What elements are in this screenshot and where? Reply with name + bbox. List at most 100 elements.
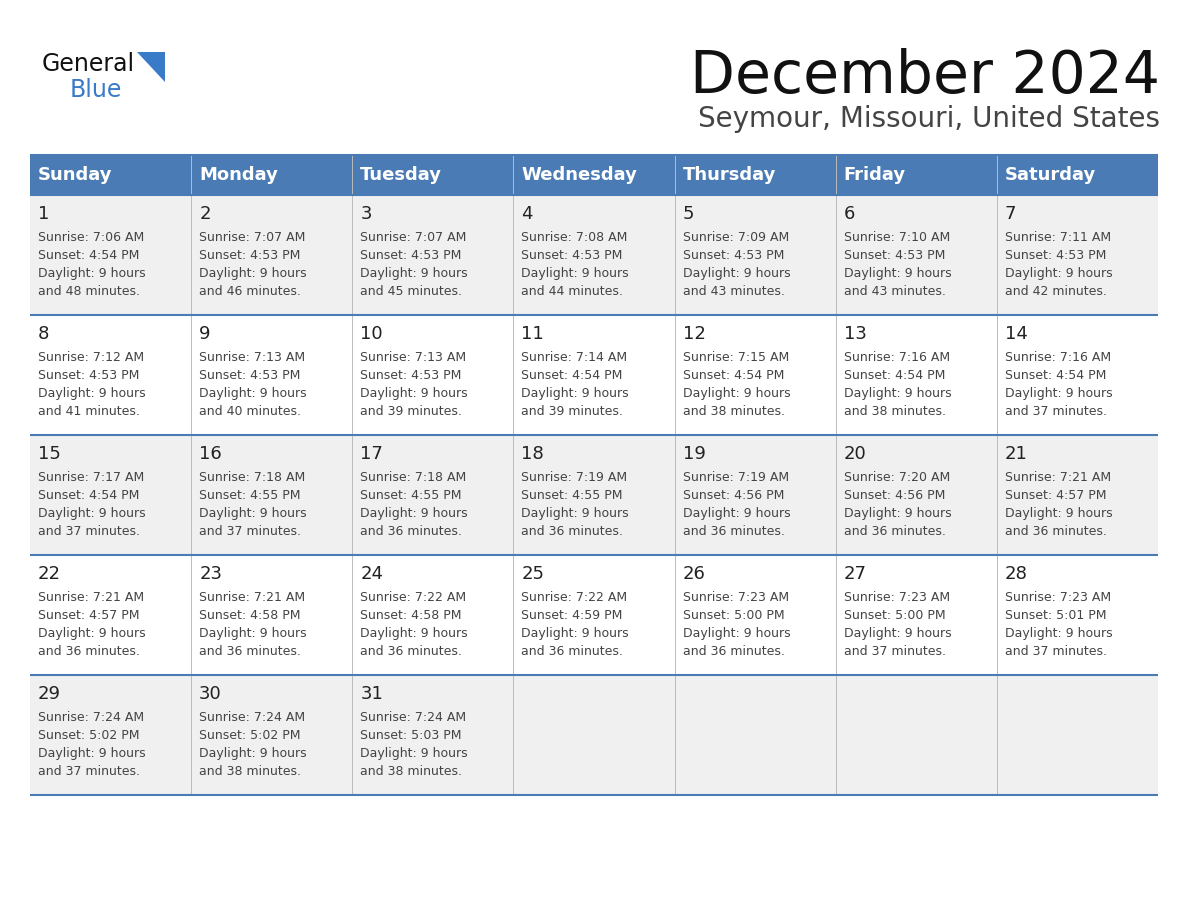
Text: 10: 10 (360, 325, 383, 343)
Text: and 36 minutes.: and 36 minutes. (38, 645, 140, 658)
Text: and 36 minutes.: and 36 minutes. (522, 525, 624, 538)
Text: Seymour, Missouri, United States: Seymour, Missouri, United States (699, 105, 1159, 133)
Text: Wednesday: Wednesday (522, 166, 637, 184)
Text: Sunrise: 7:21 AM: Sunrise: 7:21 AM (38, 591, 144, 604)
Text: Sunrise: 7:13 AM: Sunrise: 7:13 AM (360, 351, 467, 364)
Text: Thursday: Thursday (683, 166, 776, 184)
Text: Sunrise: 7:19 AM: Sunrise: 7:19 AM (522, 471, 627, 484)
Text: and 37 minutes.: and 37 minutes. (1005, 645, 1107, 658)
Text: Sunrise: 7:24 AM: Sunrise: 7:24 AM (360, 711, 467, 724)
Text: Sunset: 4:53 PM: Sunset: 4:53 PM (683, 249, 784, 262)
Text: and 36 minutes.: and 36 minutes. (843, 525, 946, 538)
Text: Sunday: Sunday (38, 166, 113, 184)
Text: Sunset: 4:54 PM: Sunset: 4:54 PM (843, 369, 946, 382)
Text: Saturday: Saturday (1005, 166, 1097, 184)
Text: 30: 30 (200, 685, 222, 703)
Text: Sunrise: 7:11 AM: Sunrise: 7:11 AM (1005, 231, 1111, 244)
Text: General: General (42, 52, 135, 76)
Text: 7: 7 (1005, 205, 1017, 223)
Text: Sunrise: 7:22 AM: Sunrise: 7:22 AM (522, 591, 627, 604)
Text: Sunset: 4:53 PM: Sunset: 4:53 PM (1005, 249, 1106, 262)
Text: and 40 minutes.: and 40 minutes. (200, 405, 301, 418)
Text: Daylight: 9 hours: Daylight: 9 hours (683, 387, 790, 400)
Text: Sunset: 5:02 PM: Sunset: 5:02 PM (200, 729, 301, 742)
Text: 16: 16 (200, 445, 222, 463)
Text: 26: 26 (683, 565, 706, 583)
Text: Sunrise: 7:23 AM: Sunrise: 7:23 AM (1005, 591, 1111, 604)
Text: Daylight: 9 hours: Daylight: 9 hours (1005, 627, 1112, 640)
Text: 2: 2 (200, 205, 210, 223)
Text: Daylight: 9 hours: Daylight: 9 hours (683, 627, 790, 640)
Text: and 36 minutes.: and 36 minutes. (522, 645, 624, 658)
Bar (30, 435, 1158, 555)
Text: and 39 minutes.: and 39 minutes. (522, 405, 624, 418)
Text: 23: 23 (200, 565, 222, 583)
Text: and 43 minutes.: and 43 minutes. (683, 285, 784, 298)
Text: Friday: Friday (843, 166, 905, 184)
Text: Sunrise: 7:06 AM: Sunrise: 7:06 AM (38, 231, 144, 244)
Text: and 48 minutes.: and 48 minutes. (38, 285, 140, 298)
Text: Sunrise: 7:12 AM: Sunrise: 7:12 AM (38, 351, 144, 364)
Text: Sunset: 4:54 PM: Sunset: 4:54 PM (522, 369, 623, 382)
Text: Sunset: 4:54 PM: Sunset: 4:54 PM (38, 489, 139, 502)
Text: and 45 minutes.: and 45 minutes. (360, 285, 462, 298)
Text: 11: 11 (522, 325, 544, 343)
Text: Sunset: 4:53 PM: Sunset: 4:53 PM (200, 249, 301, 262)
Text: Sunset: 4:53 PM: Sunset: 4:53 PM (360, 249, 462, 262)
Text: Sunrise: 7:24 AM: Sunrise: 7:24 AM (38, 711, 144, 724)
Text: 8: 8 (38, 325, 50, 343)
Text: Sunrise: 7:08 AM: Sunrise: 7:08 AM (522, 231, 627, 244)
Text: Sunrise: 7:20 AM: Sunrise: 7:20 AM (843, 471, 950, 484)
Text: and 36 minutes.: and 36 minutes. (360, 525, 462, 538)
Text: Sunset: 4:54 PM: Sunset: 4:54 PM (38, 249, 139, 262)
Text: Daylight: 9 hours: Daylight: 9 hours (1005, 387, 1112, 400)
Text: 19: 19 (683, 445, 706, 463)
Text: Sunrise: 7:18 AM: Sunrise: 7:18 AM (200, 471, 305, 484)
Bar (30, 155, 1158, 195)
Text: 31: 31 (360, 685, 384, 703)
Text: Sunrise: 7:24 AM: Sunrise: 7:24 AM (200, 711, 305, 724)
Text: 9: 9 (200, 325, 210, 343)
Text: Sunrise: 7:07 AM: Sunrise: 7:07 AM (200, 231, 305, 244)
Text: 20: 20 (843, 445, 866, 463)
Text: Tuesday: Tuesday (360, 166, 442, 184)
Text: Daylight: 9 hours: Daylight: 9 hours (522, 267, 630, 280)
Text: and 36 minutes.: and 36 minutes. (1005, 525, 1107, 538)
Bar (30, 315, 1158, 435)
Text: 18: 18 (522, 445, 544, 463)
Text: Daylight: 9 hours: Daylight: 9 hours (843, 267, 952, 280)
Text: and 39 minutes.: and 39 minutes. (360, 405, 462, 418)
Text: 14: 14 (1005, 325, 1028, 343)
Text: 1: 1 (38, 205, 50, 223)
Text: and 36 minutes.: and 36 minutes. (683, 645, 784, 658)
Text: Sunset: 4:54 PM: Sunset: 4:54 PM (683, 369, 784, 382)
Text: Daylight: 9 hours: Daylight: 9 hours (360, 627, 468, 640)
Text: Sunrise: 7:19 AM: Sunrise: 7:19 AM (683, 471, 789, 484)
Text: Daylight: 9 hours: Daylight: 9 hours (683, 507, 790, 520)
Text: December 2024: December 2024 (690, 48, 1159, 105)
Text: Daylight: 9 hours: Daylight: 9 hours (38, 747, 146, 760)
Text: Sunset: 4:53 PM: Sunset: 4:53 PM (522, 249, 623, 262)
Text: Sunset: 4:54 PM: Sunset: 4:54 PM (1005, 369, 1106, 382)
Text: Sunrise: 7:13 AM: Sunrise: 7:13 AM (200, 351, 305, 364)
Text: and 38 minutes.: and 38 minutes. (200, 765, 301, 778)
Text: Sunrise: 7:23 AM: Sunrise: 7:23 AM (843, 591, 950, 604)
Text: and 37 minutes.: and 37 minutes. (38, 525, 140, 538)
Text: 17: 17 (360, 445, 384, 463)
Text: Sunrise: 7:23 AM: Sunrise: 7:23 AM (683, 591, 789, 604)
Text: 27: 27 (843, 565, 867, 583)
Bar (30, 675, 1158, 795)
Text: and 38 minutes.: and 38 minutes. (843, 405, 946, 418)
Text: Daylight: 9 hours: Daylight: 9 hours (200, 747, 307, 760)
Text: Sunrise: 7:10 AM: Sunrise: 7:10 AM (843, 231, 950, 244)
Text: and 38 minutes.: and 38 minutes. (360, 765, 462, 778)
Text: Sunset: 4:56 PM: Sunset: 4:56 PM (843, 489, 946, 502)
Text: Sunrise: 7:07 AM: Sunrise: 7:07 AM (360, 231, 467, 244)
Text: Sunrise: 7:16 AM: Sunrise: 7:16 AM (1005, 351, 1111, 364)
Text: Daylight: 9 hours: Daylight: 9 hours (522, 387, 630, 400)
Text: Sunset: 4:58 PM: Sunset: 4:58 PM (200, 609, 301, 622)
Text: Sunrise: 7:15 AM: Sunrise: 7:15 AM (683, 351, 789, 364)
Text: and 37 minutes.: and 37 minutes. (200, 525, 301, 538)
Text: and 41 minutes.: and 41 minutes. (38, 405, 140, 418)
Text: Daylight: 9 hours: Daylight: 9 hours (843, 627, 952, 640)
